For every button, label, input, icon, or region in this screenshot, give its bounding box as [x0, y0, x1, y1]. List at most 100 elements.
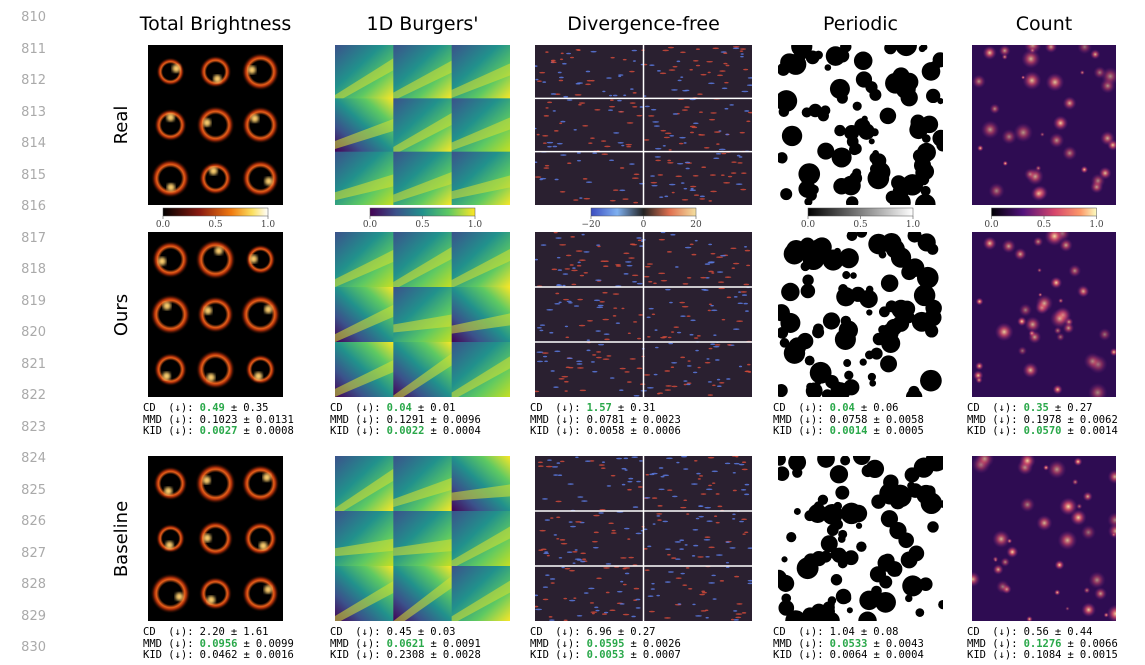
metric-line: CD (↓):1.04±0.08 [773, 627, 899, 638]
metric-std: 0.0015 [1080, 649, 1118, 661]
metric-line: MMD (↓):0.0621±0.0091 [330, 639, 481, 650]
metric-mean: 0.0027 [200, 425, 238, 437]
metric-line: MMD (↓):0.1291±0.0096 [330, 415, 481, 426]
line-number: 827 [6, 547, 46, 560]
metric-mean: 0.0758 [830, 414, 868, 426]
metric-label: MMD (↓): [773, 414, 824, 426]
metric-line: KID (↓):0.0014±0.0005 [773, 426, 924, 437]
metric-label: MMD (↓): [143, 414, 194, 426]
metric-mean: 0.0462 [200, 649, 238, 661]
metric-std: 0.0091 [443, 638, 481, 650]
plus-minus: ± [231, 402, 237, 414]
metric-mean: 0.0533 [830, 638, 868, 650]
line-number: 815 [6, 169, 46, 182]
plus-minus: ± [1068, 425, 1074, 437]
metric-line: MMD (↓): 0.0533 ±0.0043 [773, 639, 924, 650]
metric-line: CD (↓):0.45±0.03 [330, 627, 456, 638]
metric-std: 0.27 [630, 626, 655, 638]
metric-mean: 0.0064 [830, 649, 868, 661]
plus-minus: ± [618, 402, 624, 414]
plus-minus: ± [231, 626, 237, 638]
plus-minus: ± [861, 402, 867, 414]
plus-minus: ± [631, 638, 637, 650]
metric-mean: 0.1084 [1024, 649, 1062, 661]
sample-image [533, 45, 754, 205]
metric-label: MMD (↓): [773, 638, 824, 650]
metric-line: KID (↓):0.0570±0.0014 [967, 426, 1118, 437]
metric-std: 0.0043 [886, 638, 924, 650]
sample-image [965, 449, 1125, 623]
metric-mean: 0.1276 [1024, 638, 1062, 650]
metric-label: CD (↓): [143, 626, 194, 638]
colorbar [808, 208, 913, 216]
metric-label: KID (↓): [773, 649, 824, 661]
metric-label: CD (↓): [330, 626, 381, 638]
sample-image [773, 227, 943, 405]
metric-std: 0.44 [1067, 626, 1092, 638]
line-number: 829 [6, 610, 46, 623]
metric-std: 0.0008 [256, 425, 294, 437]
column-title: Divergence-free [567, 15, 720, 34]
plus-minus: ± [431, 414, 437, 426]
metric-line: MMD (↓):0.1978±0.0062 [967, 415, 1118, 426]
plus-minus: ± [631, 425, 637, 437]
metric-std: 0.0023 [643, 414, 681, 426]
panels [0, 0, 1145, 665]
plus-minus: ± [1055, 626, 1061, 638]
metric-label: CD (↓): [967, 626, 1018, 638]
metric-mean: 0.0595 [587, 638, 625, 650]
line-number: 814 [6, 137, 46, 150]
colorbar-tick-label: 1.0 [1089, 221, 1103, 230]
line-number: 822 [6, 389, 46, 402]
plus-minus: ± [874, 425, 880, 437]
plus-minus: ± [1068, 414, 1074, 426]
line-number: 826 [6, 515, 46, 528]
metric-std: 0.27 [1067, 402, 1092, 414]
metric-line: CD (↓):0.49±0.35 [143, 403, 269, 414]
colorbar-tick-label: 20 [690, 221, 701, 230]
metric-mean: 0.2308 [387, 649, 425, 661]
line-number: 816 [6, 200, 46, 213]
line-number: 830 [6, 641, 46, 654]
metric-mean: 6.96 [587, 626, 612, 638]
metric-label: MMD (↓): [330, 638, 381, 650]
metric-label: CD (↓): [773, 402, 824, 414]
colorbar-tick-label: 0 [641, 221, 647, 230]
colorbar-tick-label: 0.0 [801, 221, 815, 230]
metric-line: MMD (↓):0.1023±0.0131 [143, 415, 294, 426]
metric-mean: 0.0022 [387, 425, 425, 437]
metric-mean: 0.0956 [200, 638, 238, 650]
colorbar-tick-label: 0.5 [1037, 221, 1051, 230]
metric-mean: 0.04 [830, 402, 855, 414]
sample-image [775, 35, 949, 215]
metric-mean: 0.0781 [587, 414, 625, 426]
plus-minus: ± [244, 425, 250, 437]
metric-line: KID (↓):0.1084±0.0015 [967, 650, 1118, 661]
plus-minus: ± [244, 414, 250, 426]
metric-std: 0.0058 [886, 414, 924, 426]
column-title: Periodic [823, 15, 898, 34]
colorbar-tick-label: 1.0 [468, 221, 482, 230]
plus-minus: ± [874, 649, 880, 661]
metric-line: CD (↓):6.96±0.27 [530, 627, 656, 638]
metric-label: MMD (↓): [967, 638, 1018, 650]
metric-label: CD (↓): [143, 402, 194, 414]
metric-mean: 0.0621 [387, 638, 425, 650]
metric-label: CD (↓): [330, 402, 381, 414]
metric-std: 0.0026 [643, 638, 681, 650]
plus-minus: ± [874, 638, 880, 650]
plus-minus: ± [418, 402, 424, 414]
sample-image [972, 36, 1120, 205]
metric-label: CD (↓): [530, 626, 581, 638]
metric-label: KID (↓): [330, 425, 381, 437]
metric-label: KID (↓): [330, 649, 381, 661]
metric-label: KID (↓): [143, 425, 194, 437]
plus-minus: ± [431, 649, 437, 661]
colorbar-tick-label: 0.0 [984, 221, 998, 230]
metric-std: 0.0099 [256, 638, 294, 650]
metric-label: KID (↓): [967, 425, 1018, 437]
metric-line: MMD (↓):0.0956±0.0099 [143, 639, 294, 650]
metric-mean: 0.49 [200, 402, 225, 414]
metric-mean: 0.56 [1024, 626, 1049, 638]
line-number: 811 [6, 43, 46, 56]
